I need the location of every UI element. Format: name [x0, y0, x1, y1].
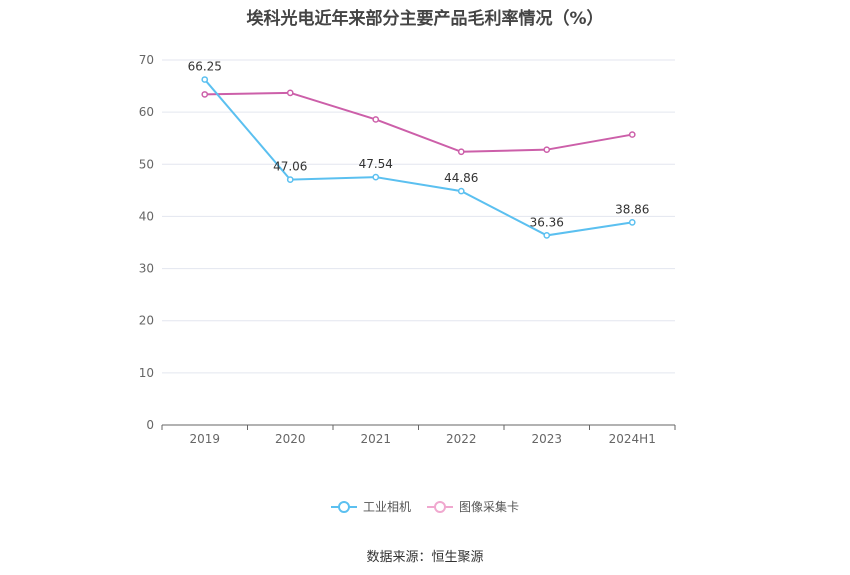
x-tick-label-2020: 2020	[275, 432, 306, 446]
y-tick-label-10: 10	[139, 366, 154, 380]
y-tick-label-70: 70	[139, 53, 154, 67]
data-point-s1-5	[628, 131, 636, 138]
data-label-s0-5: 38.86	[615, 202, 649, 216]
data-label-s0-0: 66.25	[188, 60, 222, 74]
legend-swatch-frame-grabber	[427, 500, 453, 513]
legend-label-frame-grabber: 图像采集卡	[459, 500, 520, 514]
data-label-s0-2: 47.54	[359, 157, 393, 171]
data-point-s1-0	[201, 91, 209, 98]
legend-item-frame-grabber[interactable]: 图像采集卡	[427, 498, 519, 515]
y-tick-label-30: 30	[139, 262, 154, 276]
y-tick-label-60: 60	[139, 105, 154, 119]
series-layer	[201, 76, 636, 239]
axes: 0 10 20 30 40 50 60 70 2019 2020 2021 2022 2023 2024H…	[139, 53, 676, 446]
chart-title: 埃科光电近年来部分主要产品毛利率情况（%）	[246, 9, 604, 29]
y-tick-label-40: 40	[139, 209, 154, 223]
line-chart: 0 10 20 30 40 50 60 70 2019 2020 2021 2022 2023 2024H…	[139, 53, 676, 446]
x-tick-label-2024H1: 2024H1	[609, 432, 656, 446]
data-labels: 66.25 47.06 47.54 44.86 36.36 38.86	[188, 60, 650, 230]
legend-item-industrial-camera[interactable]: 工业相机	[330, 498, 411, 515]
x-tick-label-2022: 2022	[446, 432, 477, 446]
data-point-s1-1	[286, 89, 294, 97]
legend-swatch-industrial-camera	[330, 500, 357, 513]
gridlines	[162, 59, 675, 374]
data-point-s0-3	[457, 187, 465, 195]
data-point-s0-5	[628, 219, 636, 226]
series-line-1	[204, 91, 633, 153]
data-point-s0-2	[372, 173, 380, 181]
data-point-s0-1	[286, 176, 294, 183]
data-point-s1-4	[543, 146, 551, 154]
x-tick-label-2021: 2021	[360, 432, 391, 446]
data-label-s0-4: 36.36	[530, 215, 564, 229]
legend-label-industrial-camera: 工业相机	[362, 500, 411, 514]
data-point-s1-3	[457, 148, 465, 156]
data-point-s0-0	[201, 76, 209, 83]
data-label-s0-3: 44.86	[444, 171, 478, 185]
y-tick-label-20: 20	[139, 314, 154, 328]
y-tick-label-50: 50	[139, 157, 154, 171]
x-tick-label-2023: 2023	[531, 432, 562, 446]
data-point-s0-4	[543, 232, 551, 239]
x-tick-label-2019: 2019	[189, 432, 220, 446]
data-label-s0-1: 47.06	[273, 160, 307, 174]
data-point-s1-2	[372, 116, 380, 123]
y-tick-label-0: 0	[146, 418, 154, 432]
source-note: 数据来源：恒生聚源	[366, 550, 484, 565]
legend: 工业相机 图像采集卡	[0, 498, 850, 515]
series-line-0	[203, 78, 633, 237]
